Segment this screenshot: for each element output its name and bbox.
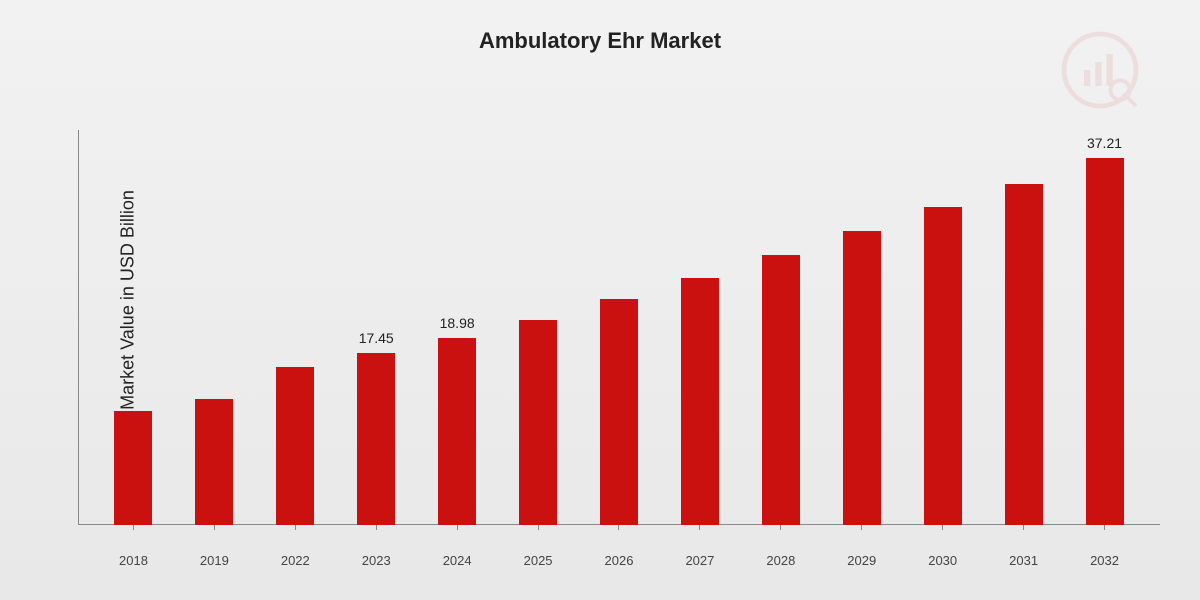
- bar: [114, 411, 152, 525]
- x-tick: [983, 525, 1064, 530]
- bar: [438, 338, 476, 525]
- x-axis-label: 2022: [255, 553, 336, 568]
- chart-plot-area: 17.45 18.98 37.21: [78, 130, 1160, 525]
- x-tick: [1064, 525, 1145, 530]
- bar-wrap: [983, 130, 1064, 525]
- x-ticks: [78, 525, 1160, 530]
- x-tick: [255, 525, 336, 530]
- x-axis-label: 2031: [983, 553, 1064, 568]
- x-tick: [821, 525, 902, 530]
- bar: [843, 231, 881, 525]
- chart-title: Ambulatory Ehr Market: [0, 0, 1200, 54]
- x-axis-label: 2024: [417, 553, 498, 568]
- x-axis-label: 2025: [498, 553, 579, 568]
- bar-wrap: [902, 130, 983, 525]
- bars-container: 17.45 18.98 37.21: [78, 130, 1160, 525]
- bar-wrap: [579, 130, 660, 525]
- x-axis-label: 2018: [93, 553, 174, 568]
- x-axis-label: 2028: [740, 553, 821, 568]
- x-axis-label: 2032: [1064, 553, 1145, 568]
- x-tick: [579, 525, 660, 530]
- bar-wrap: [498, 130, 579, 525]
- x-tick: [93, 525, 174, 530]
- bar: [276, 367, 314, 525]
- x-axis-label: 2030: [902, 553, 983, 568]
- x-axis-labels: 2018201920222023202420252026202720282029…: [78, 553, 1160, 568]
- x-tick: [174, 525, 255, 530]
- bar-wrap: [174, 130, 255, 525]
- x-axis-label: 2027: [659, 553, 740, 568]
- bar-wrap: [740, 130, 821, 525]
- bar-wrap: 18.98: [417, 130, 498, 525]
- bar-wrap: [659, 130, 740, 525]
- watermark-logo-icon: [1060, 30, 1140, 110]
- bar: [357, 353, 395, 525]
- bar: [762, 255, 800, 525]
- bar: [924, 207, 962, 525]
- bar: [681, 278, 719, 525]
- bar: [1005, 184, 1043, 525]
- x-axis-label: 2019: [174, 553, 255, 568]
- bar: [1086, 158, 1124, 525]
- bar-wrap: [255, 130, 336, 525]
- x-tick: [740, 525, 821, 530]
- bar-value-label: 37.21: [1087, 135, 1122, 151]
- bar: [195, 399, 233, 525]
- bar-wrap: [93, 130, 174, 525]
- bar-wrap: 37.21: [1064, 130, 1145, 525]
- x-tick: [498, 525, 579, 530]
- x-tick: [902, 525, 983, 530]
- x-tick: [417, 525, 498, 530]
- bar: [519, 320, 557, 525]
- bar: [600, 299, 638, 525]
- x-axis-label: 2023: [336, 553, 417, 568]
- x-axis-label: 2026: [579, 553, 660, 568]
- x-axis-label: 2029: [821, 553, 902, 568]
- bar-wrap: [821, 130, 902, 525]
- bar-value-label: 17.45: [359, 330, 394, 346]
- x-tick: [659, 525, 740, 530]
- bar-wrap: 17.45: [336, 130, 417, 525]
- x-tick: [336, 525, 417, 530]
- bar-value-label: 18.98: [440, 315, 475, 331]
